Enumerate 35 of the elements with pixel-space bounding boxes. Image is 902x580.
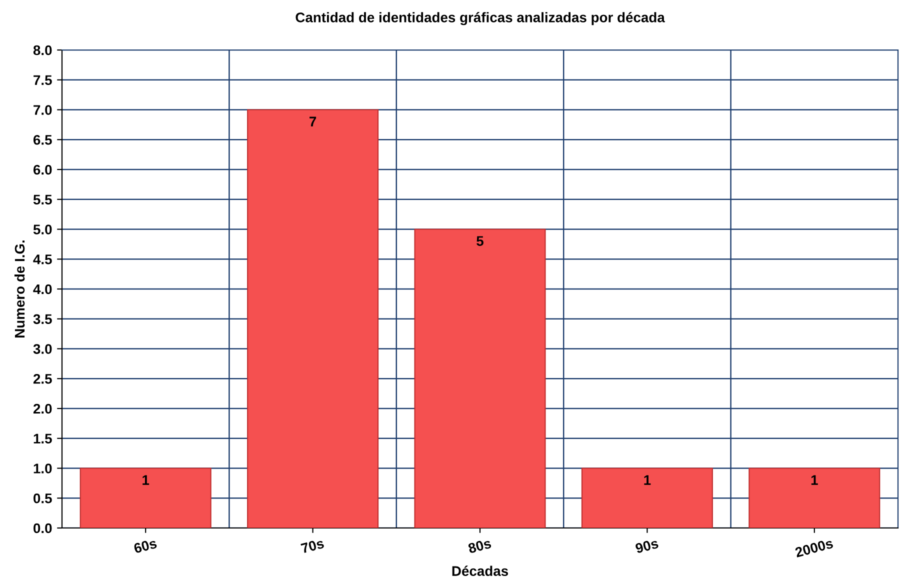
x-tick-label: 80s	[468, 538, 492, 554]
y-tick-label: 4.0	[33, 284, 52, 294]
bar	[80, 468, 212, 528]
data-label: 7	[310, 116, 316, 126]
y-tick-label: 0.0	[34, 523, 52, 534]
x-tick-label: 90s	[634, 538, 659, 554]
data-label: 5	[476, 236, 484, 246]
y-tick-label: 4.5	[33, 254, 52, 264]
y-axis-title: Numero de I.G.	[14, 240, 25, 338]
data-label: 1	[644, 475, 651, 485]
y-tick-label: 0.5	[34, 493, 52, 504]
y-tick-label: 3.0	[33, 344, 52, 354]
bar	[748, 468, 880, 528]
bar	[414, 228, 546, 528]
x-tick-label: 2000s	[794, 538, 834, 558]
bar	[247, 109, 379, 528]
y-tick-label: 5.5	[33, 194, 52, 205]
y-tick-label: 1.0	[34, 464, 52, 474]
y-tick-label: 2.0	[33, 404, 52, 414]
x-tick-label: 70s	[300, 538, 324, 554]
data-label: 1	[142, 475, 150, 485]
y-tick-label: 8.0	[33, 45, 52, 56]
y-tick-label: 7.5	[34, 75, 52, 86]
data-label: 1	[811, 475, 818, 485]
y-tick-label: 3.5	[33, 314, 52, 324]
y-tick-label: 6.0	[33, 164, 52, 175]
x-axis-title: Décadas	[452, 566, 508, 576]
y-tick-label: 6.5	[33, 134, 52, 145]
y-tick-label: 7.0	[34, 105, 52, 115]
y-tick-label: 5.0	[33, 224, 52, 234]
y-tick-label: 1.5	[34, 434, 52, 444]
bar	[581, 468, 713, 528]
y-tick-label: 2.5	[33, 374, 52, 384]
chart-title: Cantidad de identidades gráficas analizadas por década	[296, 12, 665, 26]
x-tick-label: 60s	[133, 538, 158, 554]
